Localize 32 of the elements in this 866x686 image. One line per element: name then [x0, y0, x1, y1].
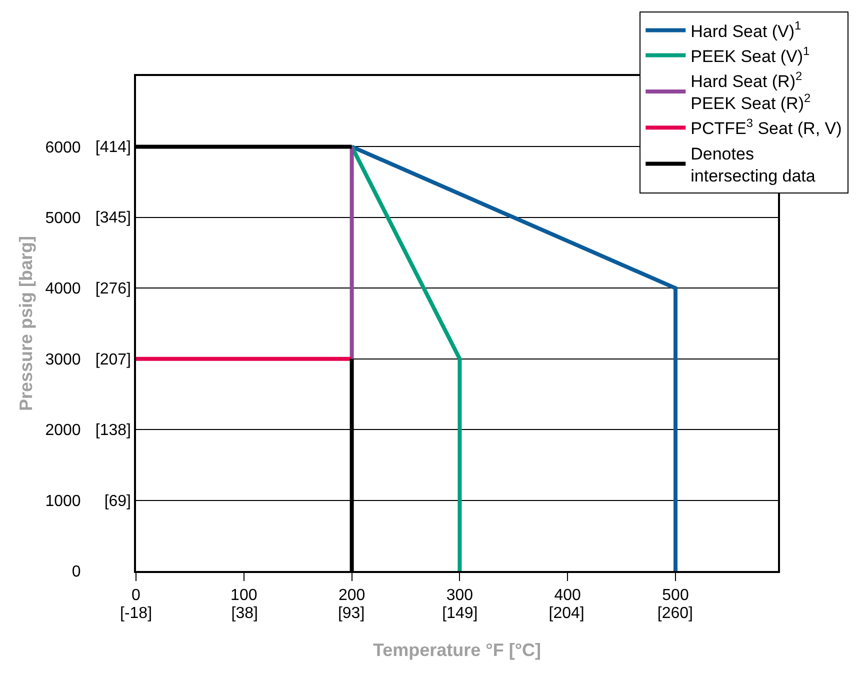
y-tick-label: 6000 [45, 139, 81, 156]
x2-tick-label: [-18] [120, 605, 152, 622]
x2-tick-label: [260] [657, 605, 693, 622]
y-tick-label: 0 [72, 564, 81, 581]
y-axis-title: Pressure psig [barg] [16, 236, 36, 412]
x2-tick-label: [204] [548, 605, 584, 622]
x2-tick-label: [93] [338, 605, 365, 622]
x-tick-label: 400 [554, 587, 582, 604]
x-tick-label: 100 [230, 587, 258, 604]
y-tick-label: 4000 [45, 280, 81, 298]
y-tick-label: 5000 [45, 210, 81, 228]
legend-label: PEEK Seat (V)$^{1}$ [690, 44, 810, 66]
x-tick-label: 0 [132, 587, 141, 604]
x2-tick-label: [149] [442, 605, 478, 622]
legend-label: PCTFE$^{3}$ Seat (R, V) [690, 116, 842, 138]
y2-tick-label: [414] [95, 138, 131, 156]
y2-tick-label: [69] [104, 492, 131, 510]
x-axis-title: Temperature °F [°C] [372, 640, 542, 660]
x2-tick-label: [38] [231, 605, 258, 622]
y-tick-label: 3000 [45, 351, 81, 368]
y2-tick-label: [138] [95, 422, 131, 440]
y2-tick-label: [345] [95, 210, 131, 227]
legend-label: Denotes intersecting data [690, 144, 816, 186]
x-tick-label: 300 [446, 587, 474, 604]
y-tick-label: 1000 [45, 492, 81, 510]
legend-label: Hard Seat (R)$^{2}$ PEEK Seat (R)$^{2}$ [690, 68, 811, 114]
y-tick-label: 2000 [45, 422, 81, 440]
y2-tick-label: [207] [95, 351, 131, 368]
x-tick-label: 500 [662, 587, 689, 604]
y2-tick-label: [276] [95, 280, 131, 298]
legend-label: Hard Seat (V)$^{1}$ [690, 18, 802, 41]
x-tick-label: 200 [338, 587, 366, 604]
